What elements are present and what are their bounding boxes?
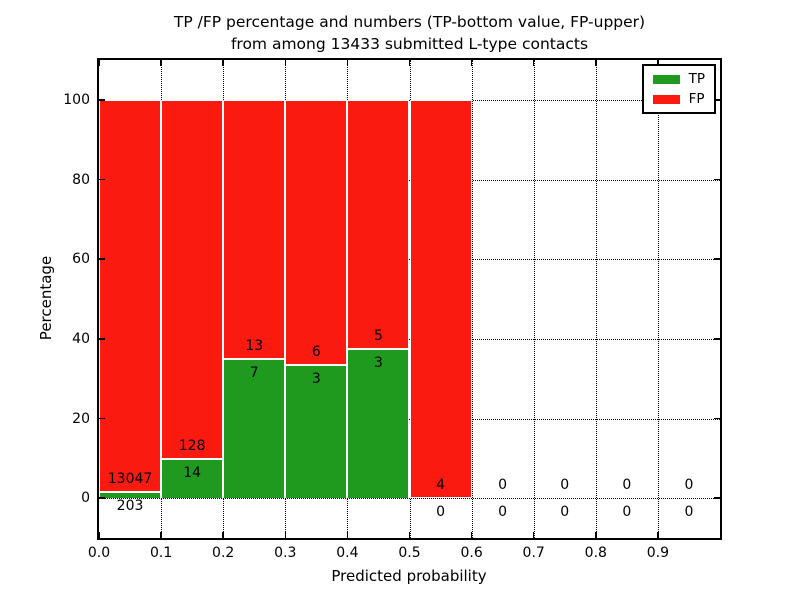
y-tick-right bbox=[714, 497, 720, 499]
gridline-vertical bbox=[471, 60, 473, 538]
gridline-vertical bbox=[657, 60, 659, 538]
bar-segment-tp bbox=[347, 348, 410, 499]
x-tick-label: 0.7 bbox=[522, 545, 545, 561]
bar-label-fp: 5 bbox=[373, 327, 383, 344]
x-tick-label: 0.8 bbox=[584, 545, 607, 561]
x-tick-bottom bbox=[657, 532, 659, 538]
x-tick-top bbox=[408, 60, 411, 66]
y-tick-right bbox=[714, 417, 720, 420]
x-tick-top bbox=[346, 60, 349, 66]
bar-segment-tp bbox=[285, 365, 348, 499]
bar-segment-fp bbox=[347, 99, 410, 349]
x-tick-label: 0.0 bbox=[87, 545, 111, 561]
x-tick-top bbox=[160, 60, 162, 66]
y-tick-right bbox=[714, 178, 720, 181]
x-tick-bottom bbox=[160, 532, 162, 538]
y-tick-left bbox=[99, 338, 105, 340]
x-tick-label: 0.9 bbox=[646, 545, 670, 561]
legend-item-tp: TP bbox=[652, 71, 705, 87]
bar-label-tp: 0 bbox=[436, 504, 446, 521]
bar-label-fp: 13 bbox=[245, 337, 264, 354]
chart-title-line2: from among 13433 submitted L-type contac… bbox=[230, 35, 589, 53]
y-tick-label: 0 bbox=[81, 490, 90, 507]
y-tick-label: 80 bbox=[72, 171, 90, 188]
x-tick-top bbox=[657, 60, 659, 66]
legend: TP FP bbox=[641, 64, 716, 114]
y-tick-label: 100 bbox=[63, 91, 90, 108]
x-tick-bottom bbox=[470, 532, 473, 538]
y-tick-right bbox=[714, 258, 720, 260]
x-tick-top bbox=[222, 60, 224, 66]
bar-segment-tp bbox=[223, 358, 286, 499]
bar-label-tp: 0 bbox=[622, 504, 632, 521]
y-axis-label: Percentage bbox=[37, 255, 55, 341]
x-tick-bottom bbox=[222, 532, 224, 538]
bar-label-fp: 6 bbox=[311, 344, 321, 361]
x-axis-label: Predicted probability bbox=[331, 567, 487, 585]
y-tick-label: 40 bbox=[72, 330, 90, 347]
x-tick-top bbox=[532, 60, 535, 66]
tp-legend-label: TP bbox=[688, 71, 705, 87]
bar-label-tp: 0 bbox=[498, 504, 508, 521]
x-tick-top bbox=[595, 60, 597, 66]
bar-label-tp: 3 bbox=[373, 354, 383, 371]
bar-segment-tp bbox=[161, 458, 224, 499]
x-tick-top bbox=[470, 60, 473, 66]
x-tick-bottom bbox=[532, 532, 535, 538]
bar-label-fp: 0 bbox=[560, 477, 570, 494]
y-tick-left bbox=[99, 99, 105, 101]
bar-label-tp: 14 bbox=[183, 464, 202, 481]
chart-title: TP /FP percentage and numbers (TP-bottom… bbox=[97, 11, 722, 55]
fp-legend-swatch-icon bbox=[652, 94, 680, 104]
bar-segment-fp bbox=[409, 99, 472, 499]
bar-label-fp: 0 bbox=[498, 477, 508, 494]
x-tick-label: 0.5 bbox=[398, 545, 421, 561]
x-tick-top bbox=[284, 60, 287, 66]
y-tick-left bbox=[99, 178, 105, 181]
x-tick-bottom bbox=[408, 532, 411, 538]
x-tick-bottom bbox=[346, 532, 349, 538]
x-tick-label: 0.4 bbox=[336, 545, 359, 561]
x-tick-bottom bbox=[284, 532, 287, 538]
plot-area: TP FP 13047 203 128 14 13 7 6 3 5 3 4 0 0 0 0 0 0 0 0 0 bbox=[97, 58, 722, 540]
bar-label-tp: 7 bbox=[249, 364, 259, 381]
bar-label-tp: 3 bbox=[311, 371, 321, 388]
y-tick-label: 60 bbox=[72, 251, 90, 268]
bar-label-tp: 203 bbox=[116, 498, 144, 515]
x-tick-bottom bbox=[595, 532, 597, 538]
bar-segment-tp bbox=[99, 492, 162, 499]
y-tick-left bbox=[99, 258, 105, 260]
gridline-vertical bbox=[595, 60, 597, 538]
x-tick-label: 0.3 bbox=[274, 545, 297, 561]
bar-label-fp: 13047 bbox=[107, 471, 153, 488]
fp-legend-label: FP bbox=[688, 91, 705, 107]
x-tick-label: 0.6 bbox=[460, 545, 483, 561]
chart-title-line1: TP /FP percentage and numbers (TP-bottom… bbox=[173, 13, 646, 31]
y-tick-left bbox=[99, 417, 105, 420]
bar-label-fp: 0 bbox=[622, 477, 632, 494]
y-tick-left bbox=[99, 497, 105, 499]
x-tick-bottom bbox=[98, 532, 100, 538]
bar-label-tp: 0 bbox=[684, 504, 694, 521]
bar-label-fp: 0 bbox=[684, 477, 694, 494]
gridline-vertical bbox=[533, 60, 535, 538]
bar-segment-fp bbox=[161, 99, 224, 459]
bar-segment-fp bbox=[285, 99, 348, 366]
bar-label-fp: 4 bbox=[436, 477, 446, 494]
bar-segment-fp bbox=[223, 99, 286, 359]
x-tick-label: 0.2 bbox=[212, 545, 235, 561]
y-tick-right bbox=[714, 338, 720, 340]
legend-item-fp: FP bbox=[652, 91, 705, 107]
y-tick-label: 20 bbox=[72, 410, 90, 427]
bar-label-fp: 128 bbox=[178, 437, 206, 454]
x-tick-top bbox=[98, 60, 100, 66]
bar-segment-fp bbox=[99, 99, 162, 493]
y-tick-right bbox=[714, 99, 720, 101]
bar-label-tp: 0 bbox=[560, 504, 570, 521]
x-tick-label: 0.1 bbox=[149, 545, 173, 561]
tp-legend-swatch-icon bbox=[652, 74, 680, 84]
